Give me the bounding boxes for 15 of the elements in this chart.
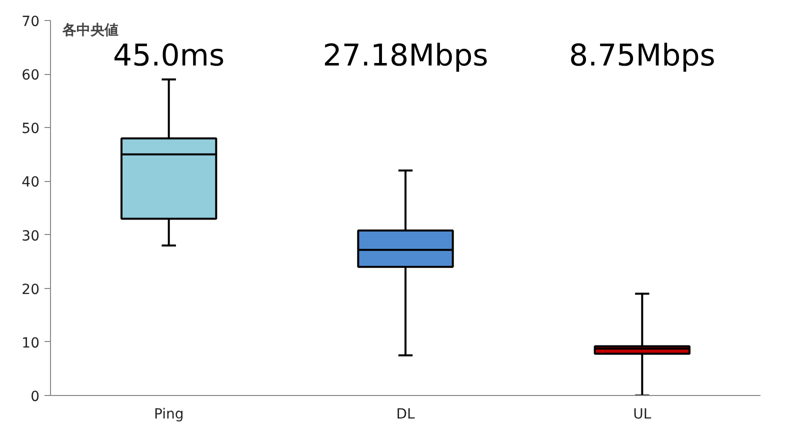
annotation: 45.0ms <box>113 38 225 74</box>
y-tick-label: 50 <box>22 121 40 138</box>
y-tick-label: 60 <box>22 68 40 84</box>
x-tick-label: UL <box>633 406 652 422</box>
y-tick-label: 0 <box>30 389 40 405</box>
y-tick-label: 20 <box>22 282 40 298</box>
annotation: 27.18Mbps <box>322 38 488 74</box>
annotation: 8.75Mbps <box>568 38 716 74</box>
y-tick-label: 30 <box>22 228 40 244</box>
x-tick-label: DL <box>396 406 415 422</box>
annotation: 各中央値 <box>61 22 118 38</box>
x-tick-label: Ping <box>154 406 184 422</box>
y-tick-label: 40 <box>22 174 40 191</box>
y-tick-label: 70 <box>22 14 40 30</box>
y-tick-label: 10 <box>22 335 40 352</box>
